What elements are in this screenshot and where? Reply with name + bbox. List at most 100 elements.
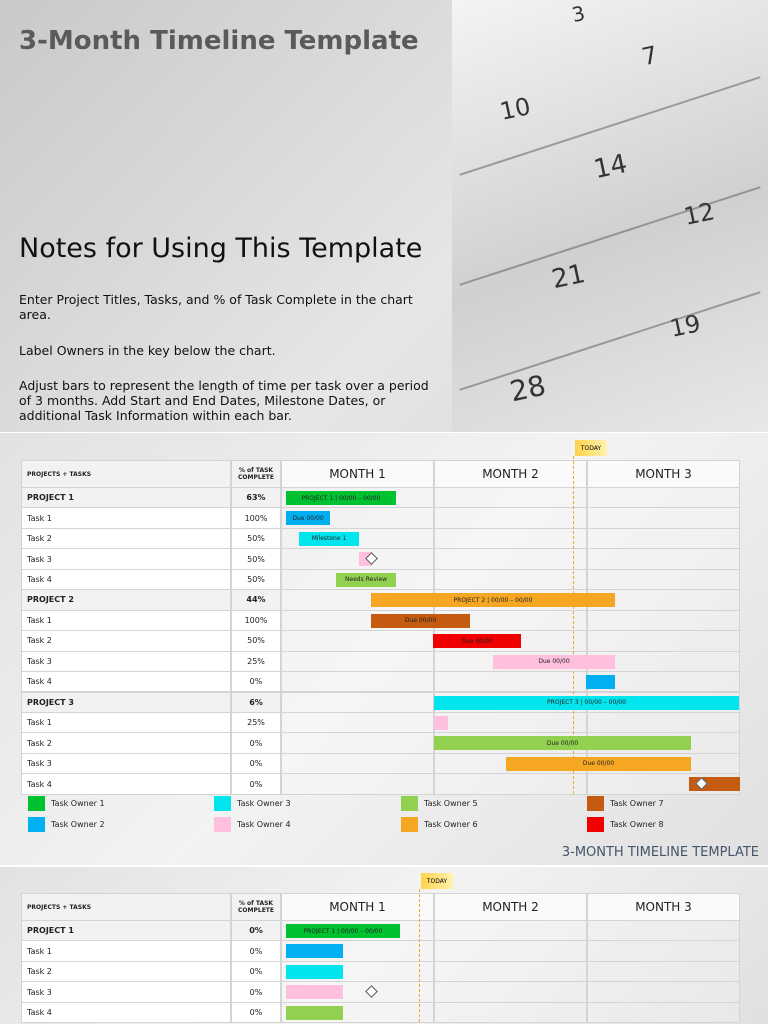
gantt-bar: PROJECT 1 | 00/00 – 00/00	[286, 924, 400, 938]
note: Enter Project Titles, Tasks, and % of Ta…	[19, 292, 413, 322]
percent-cell: 0%	[231, 773, 281, 795]
percent-cell: 50%	[231, 568, 281, 591]
gantt-bar: Due 00/00	[371, 613, 470, 628]
task-cell: Task 3	[21, 548, 231, 570]
percent-cell: 0%	[231, 981, 281, 1003]
note: Adjust bars to represent the length of t…	[19, 378, 429, 423]
gantt-bar	[286, 944, 343, 959]
calendar-number: 3	[569, 0, 588, 28]
slide-footer: 3-MONTH TIMELINE TEMPLATE	[561, 845, 759, 860]
percent-cell: 0%	[231, 1001, 281, 1024]
task-cell: PROJECT 1	[21, 920, 231, 942]
legend-label: Task Owner 1	[51, 799, 105, 808]
timeline-cell	[281, 671, 434, 693]
task-cell: Task 4	[21, 1001, 231, 1024]
timeline-cell	[587, 487, 740, 509]
percent-cell: 0%	[231, 940, 281, 962]
month-header: MONTH 2	[434, 893, 587, 921]
task-cell: Task 1	[21, 609, 231, 632]
task-cell: PROJECT 1	[21, 487, 231, 509]
timeline-cell	[434, 1001, 587, 1024]
legend-swatch	[214, 817, 231, 832]
calendar-line	[459, 291, 761, 391]
header-cell: PROJECTS + TASKS	[21, 460, 231, 488]
task-cell: Task 3	[21, 650, 231, 673]
gantt-bar: Due 00/00	[433, 634, 521, 649]
legend-label: Task Owner 7	[610, 799, 664, 808]
gantt-bar	[286, 1005, 343, 1020]
legend-swatch	[587, 796, 604, 811]
task-cell: Task 4	[21, 773, 231, 795]
slide-title: 3-Month Timeline Template	[19, 26, 419, 56]
timeline-cell	[587, 548, 740, 570]
gantt-bar	[286, 985, 343, 1000]
notes-title: Notes for Using This Template	[19, 233, 423, 264]
task-cell: Task 2	[21, 732, 231, 754]
header-cell: % of TASK COMPLETE	[231, 460, 281, 488]
today-line	[419, 889, 420, 1023]
timeline-cell	[281, 548, 434, 570]
note: Label Owners in the key below the chart.	[19, 343, 276, 358]
month-header: MONTH 3	[587, 893, 740, 921]
percent-cell: 50%	[231, 630, 281, 652]
timeline-cell	[434, 940, 587, 962]
today-label: TODAY	[575, 440, 607, 456]
calendar-image: 3 7 10 14 21 28 12 19	[452, 0, 768, 432]
calendar-number: 21	[549, 258, 588, 296]
calendar-line	[459, 186, 761, 286]
timeline-cell	[281, 732, 434, 754]
today-label: TODAY	[421, 873, 453, 889]
percent-cell: 0%	[231, 671, 281, 693]
timeline-cell	[587, 527, 740, 550]
percent-cell: 50%	[231, 548, 281, 570]
gantt-bar: Milestone 1	[299, 531, 359, 546]
legend-swatch	[401, 817, 418, 832]
timeline-cell	[281, 650, 434, 673]
calendar-number: 10	[497, 92, 534, 126]
timeline-cell	[434, 981, 587, 1003]
legend-label: Task Owner 6	[424, 820, 478, 829]
legend-swatch	[214, 796, 231, 811]
task-cell: Task 1	[21, 711, 231, 734]
month-header: MONTH 1	[281, 893, 434, 921]
timeline-cell	[434, 507, 587, 529]
timeline-cell	[587, 940, 740, 962]
task-cell: Task 2	[21, 527, 231, 550]
month-header: MONTH 2	[434, 460, 587, 488]
timeline-cell	[587, 920, 740, 942]
percent-cell: 100%	[231, 507, 281, 529]
gantt-bar	[434, 715, 448, 730]
task-cell: Task 1	[21, 940, 231, 962]
percent-cell: 50%	[231, 527, 281, 550]
calendar-number: 7	[639, 40, 661, 72]
month-header: MONTH 3	[587, 460, 740, 488]
legend-label: Task Owner 5	[424, 799, 478, 808]
percent-cell: 6%	[231, 691, 281, 713]
percent-cell: 44%	[231, 589, 281, 611]
task-cell: Task 2	[21, 630, 231, 652]
task-cell: Task 4	[21, 568, 231, 591]
timeline-cell	[434, 920, 587, 942]
legend-label: Task Owner 4	[237, 820, 291, 829]
percent-cell: 0%	[231, 732, 281, 754]
timeline-cell	[281, 752, 434, 775]
legend-swatch	[28, 796, 45, 811]
task-cell: Task 3	[21, 752, 231, 775]
timeline-cell	[434, 548, 587, 570]
gantt-bar: PROJECT 2 | 00/00 – 00/00	[371, 593, 615, 608]
timeline-cell	[587, 609, 740, 632]
calendar-number: 28	[506, 368, 549, 409]
legend-label: Task Owner 3	[237, 799, 291, 808]
timeline-cell	[587, 960, 740, 983]
timeline-cell	[281, 773, 434, 795]
gantt-bar: PROJECT 3 | 00/00 – 00/00	[434, 695, 739, 710]
today-line	[573, 456, 574, 794]
task-cell: PROJECT 3	[21, 691, 231, 713]
gantt-bar: Due 00/00	[286, 511, 330, 526]
timeline-cell	[434, 568, 587, 591]
timeline-cell	[434, 773, 587, 795]
gantt-bar: Due 00/00	[434, 736, 691, 751]
percent-cell: 25%	[231, 650, 281, 673]
timeline-cell	[587, 568, 740, 591]
gantt-bar: Needs Review	[336, 572, 396, 587]
